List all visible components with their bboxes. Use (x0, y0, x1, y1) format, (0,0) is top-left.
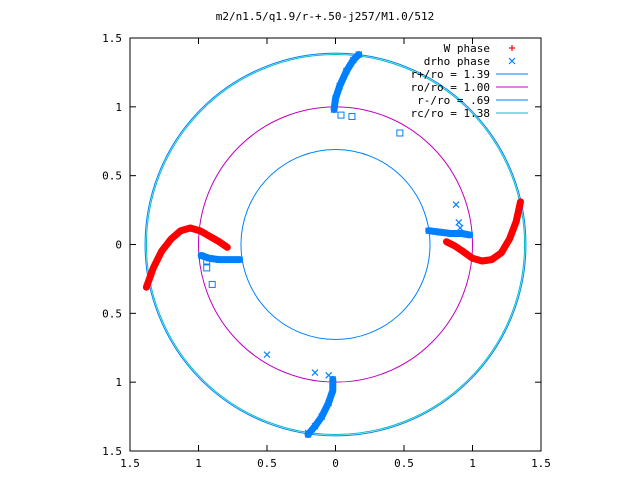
data-point (330, 106, 338, 114)
arm-band (142, 224, 231, 291)
drho-phase-arm (330, 51, 363, 114)
drho-scatter-point (325, 371, 333, 379)
y-tick-label: 1.5 (102, 445, 122, 458)
legend-label: ro/ro = 1.00 (411, 81, 490, 94)
y-tick-label: 1.5 (102, 32, 122, 45)
legend-marker (508, 57, 516, 65)
reference-circle (144, 52, 527, 437)
data-point (459, 248, 466, 255)
data-point (143, 284, 150, 291)
data-point (343, 67, 350, 75)
data-point (311, 422, 319, 430)
data-point (236, 256, 244, 264)
y-tick-label: 1 (115, 101, 122, 114)
legend-label: r-/ro = .69 (417, 94, 490, 107)
drho-scatter-point (452, 201, 460, 209)
drho-scatter-point (311, 369, 319, 376)
data-point (332, 95, 339, 102)
y-tick-label: 0.5 (102, 170, 122, 183)
data-point (506, 235, 513, 242)
x-tick-label: 1.5 (120, 457, 140, 470)
legend-label: rc/ro = 1.38 (411, 107, 490, 120)
data-point (466, 231, 474, 239)
drho-scatter-point (263, 351, 271, 359)
legend-label: drho phase (424, 55, 490, 68)
reference-circle (240, 149, 431, 340)
data-point (498, 249, 505, 256)
data-point (479, 258, 486, 265)
data-point (425, 227, 433, 235)
data-point (168, 235, 175, 242)
drho-square-point (337, 111, 345, 119)
drho-square-point (348, 112, 356, 120)
data-point (447, 230, 455, 237)
x-tick-label: 1 (195, 457, 202, 470)
y-tick-label: 0 (115, 239, 122, 252)
data-point (224, 244, 231, 251)
data-point (215, 256, 223, 264)
w-phase-arm (443, 198, 524, 265)
reference-circle (145, 54, 526, 435)
data-point (325, 399, 333, 407)
drho-phase-arm (304, 375, 337, 438)
data-point (517, 198, 524, 205)
legend-marker (509, 45, 515, 51)
y-tick-label: 0.5 (102, 307, 122, 320)
data-point (443, 238, 450, 245)
data-point (225, 256, 233, 264)
w-phase-arm (142, 224, 231, 291)
data-point (197, 252, 205, 259)
legend-label: W phase (444, 42, 490, 55)
chart-title: m2/n1.5/q1.9/r-+.50-j257/M1.0/512 (216, 10, 435, 23)
data-point (196, 227, 203, 234)
legend-label: r+/ro = 1.39 (411, 68, 490, 81)
drho-scatter-point (456, 224, 464, 232)
data-point (513, 218, 520, 225)
data-point (451, 242, 458, 249)
data-point (158, 248, 165, 255)
x-tick-label: 1.5 (531, 457, 551, 470)
data-point (318, 413, 326, 421)
x-tick-label: 0.5 (257, 457, 277, 470)
drho-square-point (203, 257, 211, 265)
data-point (329, 387, 337, 394)
y-tick-label: 1 (115, 376, 122, 389)
arm-band (443, 198, 524, 265)
data-point (206, 233, 213, 240)
data-point (355, 51, 363, 58)
data-point (150, 264, 157, 271)
drho-square-point (396, 129, 404, 137)
data-point (458, 230, 465, 237)
drho-square-point (208, 280, 216, 288)
data-point (304, 431, 312, 438)
data-point (488, 256, 495, 263)
data-point (336, 82, 344, 90)
data-point (436, 228, 444, 236)
data-point (216, 238, 223, 245)
x-tick-label: 0.5 (394, 457, 414, 470)
arm-band (304, 375, 337, 438)
data-point (187, 224, 194, 231)
x-tick-label: 0 (332, 457, 339, 470)
data-point (177, 227, 184, 234)
drho-square-point (203, 264, 211, 272)
drho-scatter-point (455, 219, 463, 226)
reference-circle (198, 106, 473, 383)
x-tick-label: 1 (469, 457, 476, 470)
drho-scatter-point (304, 429, 312, 437)
drho-phase-arm (425, 227, 474, 239)
drho-phase-arm (197, 252, 244, 264)
data-point (469, 255, 476, 262)
data-point (349, 56, 357, 64)
